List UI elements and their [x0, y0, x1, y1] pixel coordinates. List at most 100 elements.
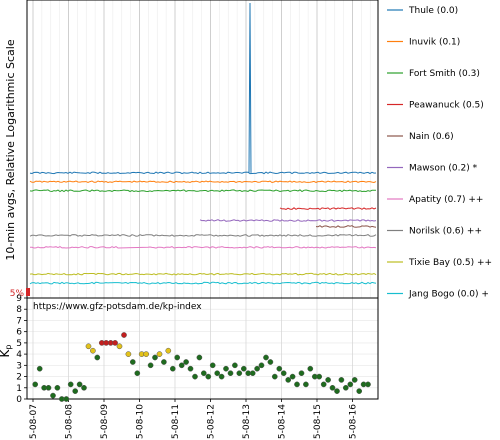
legend-label: Apatity (0.7) ++	[409, 195, 483, 205]
series-line	[29, 180, 377, 184]
kp-point	[334, 388, 340, 394]
kp-point	[338, 377, 345, 383]
series-line	[29, 189, 377, 193]
kp-point	[161, 359, 167, 365]
kp-point	[271, 373, 278, 380]
top-ylabel: 10-min avgs, Relative Logarithmic Scale	[4, 39, 17, 260]
kp-xtick-label: 25-08-11	[171, 404, 181, 440]
kp-point	[125, 351, 132, 357]
kp-xtick-label: 25-08-15	[313, 404, 323, 440]
kp-point	[63, 396, 70, 402]
kp-xtick-label: 25-08-09	[100, 404, 110, 440]
kp-point	[205, 373, 212, 380]
kp-xtick-label: 25-08-10	[136, 404, 146, 440]
kp-point	[178, 362, 185, 369]
kp-point	[342, 384, 349, 391]
series-line	[29, 234, 377, 237]
kp-point	[169, 365, 176, 372]
kp-point	[165, 347, 172, 354]
kp-point	[365, 381, 371, 388]
threshold-marker	[26, 288, 30, 296]
kp-xtick-label: 25-08-14	[278, 404, 288, 440]
kp-ytick-label: 2	[16, 373, 22, 383]
kp-ytick-label: 8	[16, 305, 22, 315]
kp-point	[356, 388, 363, 394]
kp-point	[174, 354, 181, 361]
kp-ytick-label: 3	[16, 361, 22, 371]
kp-point	[156, 351, 163, 357]
kp-ytick-label: 9	[16, 294, 22, 304]
kp-xtick-label: 25-08-12	[207, 404, 217, 440]
kp-point	[192, 373, 198, 380]
kp-point	[280, 370, 287, 377]
kp-ytick-label: 6	[16, 328, 22, 338]
kp-point	[218, 373, 225, 380]
kp-point	[196, 354, 203, 361]
kp-point	[236, 370, 243, 377]
kp-point	[45, 384, 52, 391]
kp-ylabel: Kp	[0, 345, 13, 358]
kp-xtick-label: 25-08-13	[242, 404, 252, 440]
kp-point	[183, 359, 189, 365]
kp-point	[152, 354, 158, 361]
kp-point	[303, 381, 309, 388]
kp-x-ticks: 25-08-07 25-08-08 25-08-09 25-08-10 25-08-11…	[29, 399, 359, 440]
kp-xtick-label: 25-08-16	[349, 404, 359, 440]
kp-point	[240, 365, 247, 372]
kp-point	[307, 365, 314, 372]
kp-point	[54, 384, 61, 391]
kp-point	[94, 354, 101, 361]
series-line	[199, 219, 377, 222]
kp-point	[267, 359, 274, 365]
kp-point	[32, 381, 39, 388]
legend-label: Norilsk (0.6) ++	[409, 227, 482, 237]
legend-label: Tixie Bay (0.5) ++	[408, 258, 492, 268]
kp-point	[263, 354, 269, 361]
kp-ytick-label: 4	[16, 350, 22, 360]
kp-point	[85, 343, 92, 350]
kp-point	[187, 365, 194, 372]
kp-axes-frame	[26, 297, 379, 400]
kp-ylabel-sub: p	[4, 345, 13, 350]
kp-point	[232, 362, 238, 369]
kp-point	[67, 381, 74, 388]
kp-point	[325, 377, 331, 383]
kp-point	[121, 332, 127, 338]
kp-point	[200, 370, 207, 377]
kp-point	[147, 362, 154, 369]
kp-point	[129, 359, 136, 365]
series-line	[29, 171, 377, 175]
kp-point	[347, 381, 354, 388]
kp-index-panel: https://www.gfz-potsdam.de/kp-index 012 3…	[0, 294, 379, 440]
legend: Thule (0.0) Inuvik (0.1) Fort Smith (0.3) P…	[387, 6, 492, 300]
kp-point	[294, 381, 300, 388]
kp-point	[227, 370, 234, 377]
kp-point	[320, 381, 327, 388]
kp-points	[32, 332, 371, 402]
series-line	[29, 272, 377, 276]
top-series-lines	[29, 2, 377, 285]
series-line	[30, 246, 377, 249]
kp-point	[223, 365, 229, 372]
kp-point	[258, 362, 265, 369]
legend-label: Fort Smith (0.3)	[409, 69, 480, 79]
kp-point	[254, 365, 260, 372]
series-spike	[248, 2, 252, 173]
kp-point	[112, 340, 118, 346]
series-line	[315, 225, 377, 228]
kp-ytick-label: 0	[16, 395, 22, 405]
threshold-label: 5%	[10, 289, 25, 299]
series-line	[279, 207, 377, 210]
kp-ytick-label: 5	[16, 339, 22, 349]
kp-point	[249, 370, 256, 377]
kp-xtick-label: 25-08-07	[29, 404, 39, 440]
legend-label: Nain (0.6)	[409, 132, 454, 142]
kp-point	[134, 370, 141, 377]
kp-point	[72, 388, 79, 394]
kp-point	[209, 362, 216, 369]
kp-ytick-label: 7	[16, 316, 22, 326]
kp-point	[316, 373, 323, 380]
kp-point	[214, 370, 221, 377]
